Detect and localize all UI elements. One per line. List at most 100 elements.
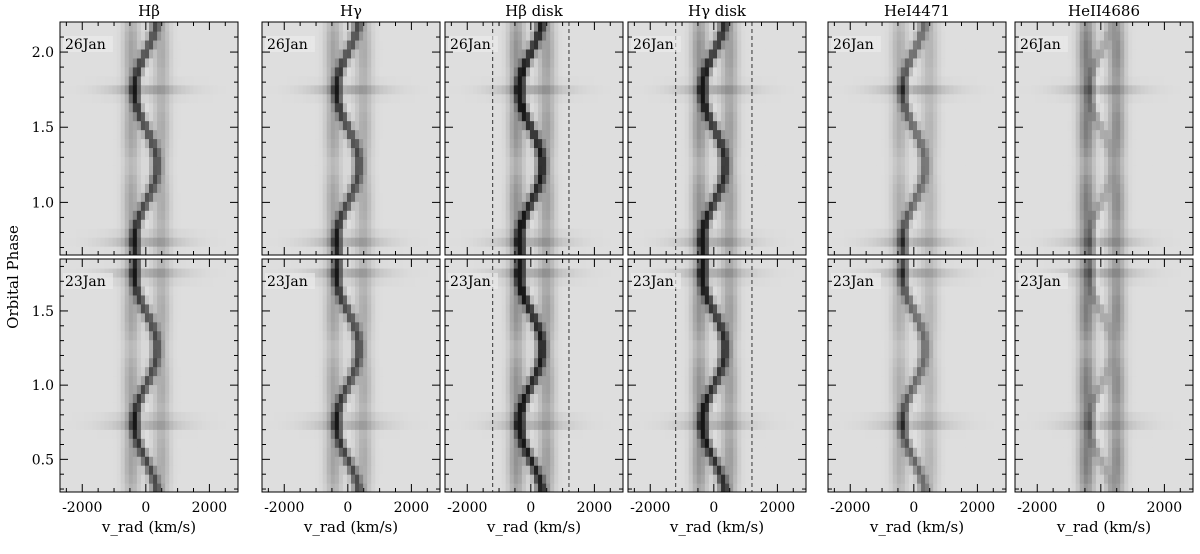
pixel-cell (777, 111, 783, 122)
pixel-cell (387, 111, 393, 122)
pixel-cell (351, 147, 356, 158)
pixel-cell (387, 210, 393, 220)
pixel-cell (201, 84, 207, 95)
pixel-cell (773, 39, 779, 50)
pixel-cell (781, 66, 787, 77)
pixel-cell (525, 57, 531, 68)
pixel-cell (521, 192, 527, 202)
pixel-cell (423, 30, 429, 41)
pixel-cell (334, 48, 340, 59)
pixel-cell (371, 66, 376, 77)
pixel-cell (411, 192, 417, 202)
pixel-cell (660, 165, 666, 175)
pixel-cell (274, 246, 279, 255)
pixel-cell (76, 22, 81, 32)
pixel-cell (351, 111, 356, 122)
pixel-cell (725, 165, 730, 175)
pixel-cell (383, 84, 389, 95)
pixel-cell (888, 246, 894, 255)
pixel-cell (205, 129, 211, 140)
pixel-cell (157, 210, 162, 220)
pixel-cell (173, 48, 178, 59)
pixel-cell (104, 201, 110, 211)
pixel-cell (525, 75, 531, 86)
pixel-cell (660, 138, 666, 149)
pixel-cell (346, 22, 352, 32)
pixel-cell (330, 57, 336, 68)
pixel-cell (525, 48, 531, 59)
pixel-cell (322, 192, 328, 202)
pixel-cell (761, 201, 767, 211)
pixel-cell (529, 183, 535, 193)
pixel-cell (640, 237, 645, 247)
pixel-cell (415, 210, 421, 220)
pixel-cell (793, 39, 799, 50)
pixel-cell (387, 201, 393, 211)
pixel-cell (652, 120, 657, 131)
pixel-cell (453, 246, 458, 255)
pixel-cell (652, 57, 657, 68)
pixel-cell (880, 228, 886, 238)
pixel-cell (614, 39, 620, 50)
pixel-cell (481, 219, 487, 229)
pixel-cell (636, 102, 641, 113)
pixel-cell (387, 237, 393, 247)
pixel-cell (326, 48, 332, 59)
pixel-cell (274, 147, 279, 158)
pixel-cell (717, 174, 722, 184)
pixel-cell (185, 138, 191, 149)
pixel-cell (379, 138, 384, 149)
pixel-cell (193, 30, 199, 41)
pixel-cell (688, 174, 694, 184)
pixel-cell (610, 228, 616, 238)
pixel-cell (185, 156, 191, 166)
pixel-cell (140, 66, 146, 77)
pixel-cell (338, 183, 344, 193)
pixel-cell (419, 39, 425, 50)
pixel-cell (383, 129, 389, 140)
pixel-cell (712, 174, 718, 184)
pixel-cell (282, 201, 287, 211)
pixel-cell (618, 129, 623, 140)
pixel-cell (169, 147, 174, 158)
pixel-cell (672, 102, 678, 113)
pixel-cell (266, 201, 271, 211)
pixel-cell (435, 93, 440, 104)
pixel-cell (310, 183, 316, 193)
pixel-cell (648, 138, 653, 149)
pixel-cell (60, 201, 65, 211)
pixel-cell (729, 93, 734, 104)
pixel-cell (342, 138, 348, 149)
pixel-cell (399, 66, 405, 77)
pixel-cell (399, 201, 405, 211)
pixel-cell (668, 219, 674, 229)
pixel-cell (128, 57, 134, 68)
pixel-cell (84, 129, 89, 140)
pixel-cell (403, 147, 409, 158)
pixel-cell (765, 93, 771, 104)
pixel-cell (274, 111, 279, 122)
pixel-cell (501, 201, 507, 211)
pixel-cell (688, 147, 694, 158)
pixel-cell (586, 210, 592, 220)
pixel-cell (169, 183, 174, 193)
pixel-cell (521, 219, 527, 229)
pixel-cell (574, 111, 580, 122)
pixel-cell (497, 102, 503, 113)
pixel-cell (594, 48, 600, 59)
pixel-cell (181, 129, 187, 140)
pixel-cell (745, 174, 750, 184)
pixel-cell (189, 147, 195, 158)
pixel-cell (753, 138, 759, 149)
pixel-cell (517, 84, 523, 95)
pixel-cell (76, 201, 81, 211)
pixel-cell (266, 237, 271, 247)
pixel-cell (193, 48, 199, 59)
pixel-cell (473, 192, 478, 202)
pixel-cell (76, 228, 81, 238)
pixel-cell (797, 192, 803, 202)
pixel-cell (550, 138, 555, 149)
pixel-cell (505, 201, 511, 211)
pixel-cell (302, 183, 308, 193)
pixel-cell (781, 237, 787, 247)
